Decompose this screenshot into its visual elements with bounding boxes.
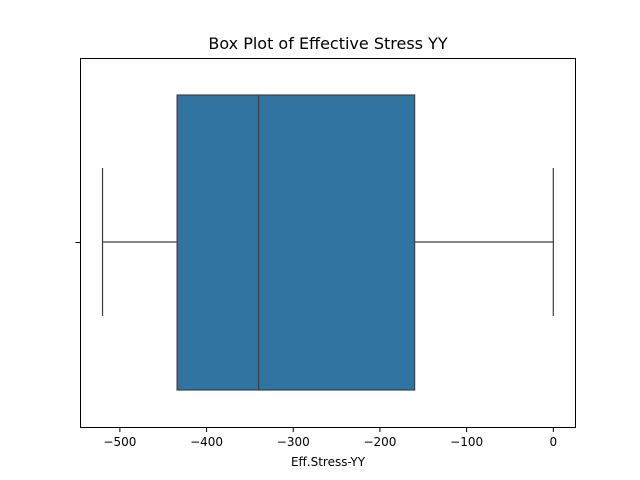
- x-tick-label: −200: [363, 435, 396, 449]
- x-axis-label: Eff.Stress-YY: [291, 455, 366, 469]
- x-tick-label: −400: [190, 435, 223, 449]
- x-axis: −500 −400 −300 −200 −100 0: [103, 427, 557, 449]
- x-tick-label: −300: [277, 435, 310, 449]
- x-tick-label: −100: [450, 435, 483, 449]
- box-plot: [101, 94, 554, 391]
- x-tick-label: 0: [550, 435, 558, 449]
- iqr-box: [176, 94, 416, 391]
- chart-title: Box Plot of Effective Stress YY: [208, 34, 448, 53]
- x-tick-label: −500: [103, 435, 136, 449]
